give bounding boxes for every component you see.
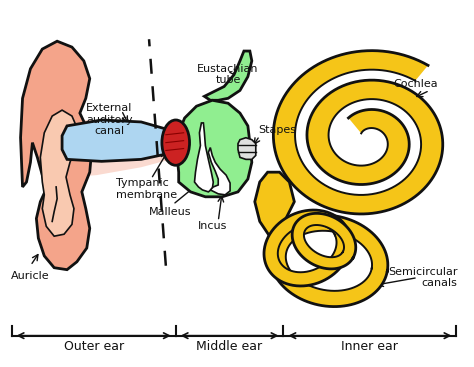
Polygon shape <box>20 41 92 270</box>
Text: Middle ear: Middle ear <box>196 340 262 353</box>
Polygon shape <box>273 51 443 214</box>
Polygon shape <box>292 213 356 269</box>
Text: Inner ear: Inner ear <box>341 340 398 353</box>
Polygon shape <box>255 172 294 236</box>
Polygon shape <box>194 123 213 192</box>
Polygon shape <box>209 148 230 195</box>
Polygon shape <box>204 51 252 100</box>
Polygon shape <box>238 138 256 159</box>
Text: Malleus: Malleus <box>149 207 191 217</box>
Polygon shape <box>62 120 173 161</box>
Text: Outer ear: Outer ear <box>64 340 124 353</box>
Text: Tympanic
membrane: Tympanic membrane <box>117 178 178 200</box>
Polygon shape <box>177 100 252 197</box>
Text: Incus: Incus <box>198 221 227 231</box>
Polygon shape <box>54 120 179 177</box>
Polygon shape <box>40 110 78 236</box>
Text: Eustachian
tube: Eustachian tube <box>197 64 259 86</box>
Text: Semicircular
canals: Semicircular canals <box>388 267 457 288</box>
Polygon shape <box>270 215 388 306</box>
Polygon shape <box>264 210 350 286</box>
Text: External
auditory
canal: External auditory canal <box>86 103 133 137</box>
Text: Stapes: Stapes <box>258 125 296 135</box>
Ellipse shape <box>162 120 190 165</box>
Text: Auricle: Auricle <box>11 270 49 281</box>
Text: Cochlea: Cochlea <box>393 79 438 88</box>
